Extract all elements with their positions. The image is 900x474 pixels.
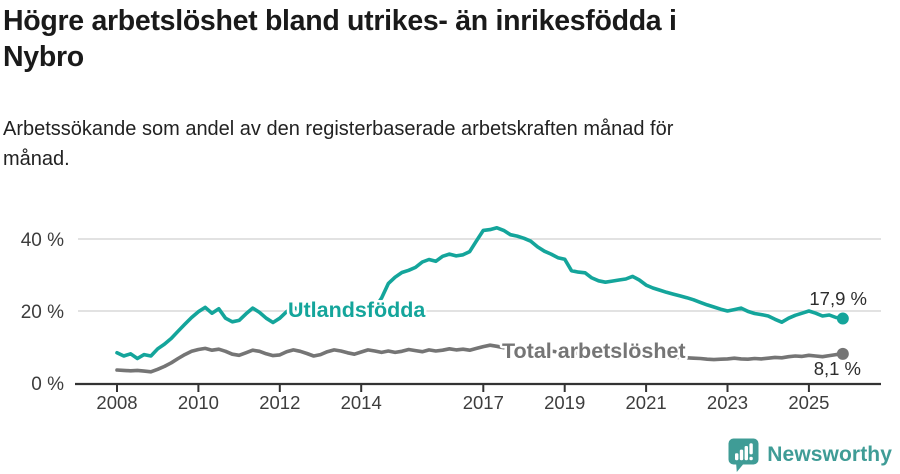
y-axis-tick-label: 20 % xyxy=(21,302,64,323)
x-axis-tick-label: 2014 xyxy=(341,392,382,413)
x-axis-tick-label: 2025 xyxy=(788,392,829,413)
x-axis-tick-label: 2023 xyxy=(707,392,748,413)
series-line-utlandsfodda xyxy=(115,226,845,361)
x-axis-tick-label: 2010 xyxy=(178,392,219,413)
x-axis-tick-label: 2021 xyxy=(626,392,667,413)
series-label-total: Total arbetslöshet xyxy=(502,339,686,363)
chart-title: Högre arbetslöshet bland utrikes- än inr… xyxy=(3,3,677,75)
series-end-dot-total xyxy=(836,347,849,360)
x-axis-tick-label: 2017 xyxy=(463,392,504,413)
chart-subtitle-line-2: månad. xyxy=(3,148,70,170)
series-end-value-label: 8,1 % xyxy=(814,358,861,379)
y-axis-tick-label: 40 % xyxy=(21,230,64,251)
y-axis-tick-label: 0 % xyxy=(31,374,64,395)
brand-name: Newsworthy xyxy=(767,443,892,466)
chart-title-line-2: Nybro xyxy=(3,41,84,73)
series-end-value-label: 17,9 % xyxy=(809,288,867,309)
line-chart: 0 % 20 % 40 % 2008 2010 2012 2014 2017 2019 2021 2… xyxy=(21,226,881,413)
x-axis-tick-label: 2019 xyxy=(544,392,585,413)
series-end-dot-utlandsfodda xyxy=(836,312,849,325)
series-line-total xyxy=(115,343,845,374)
chart-subtitle: Arbetssökande som andel av den registerb… xyxy=(3,114,673,174)
chart-title-line-1: Högre arbetslöshet bland utrikes- än inr… xyxy=(3,5,677,37)
x-axis-tick-label: 2008 xyxy=(96,392,137,413)
chart-subtitle-line-1: Arbetssökande som andel av den registerb… xyxy=(3,118,674,140)
footer-branding: Newsworthy xyxy=(727,437,892,473)
series-label-utlandsfodda: Utlandsfödda xyxy=(288,298,426,322)
x-axis-tick-label: 2012 xyxy=(259,392,300,413)
newsworthy-pin-icon xyxy=(728,438,759,472)
